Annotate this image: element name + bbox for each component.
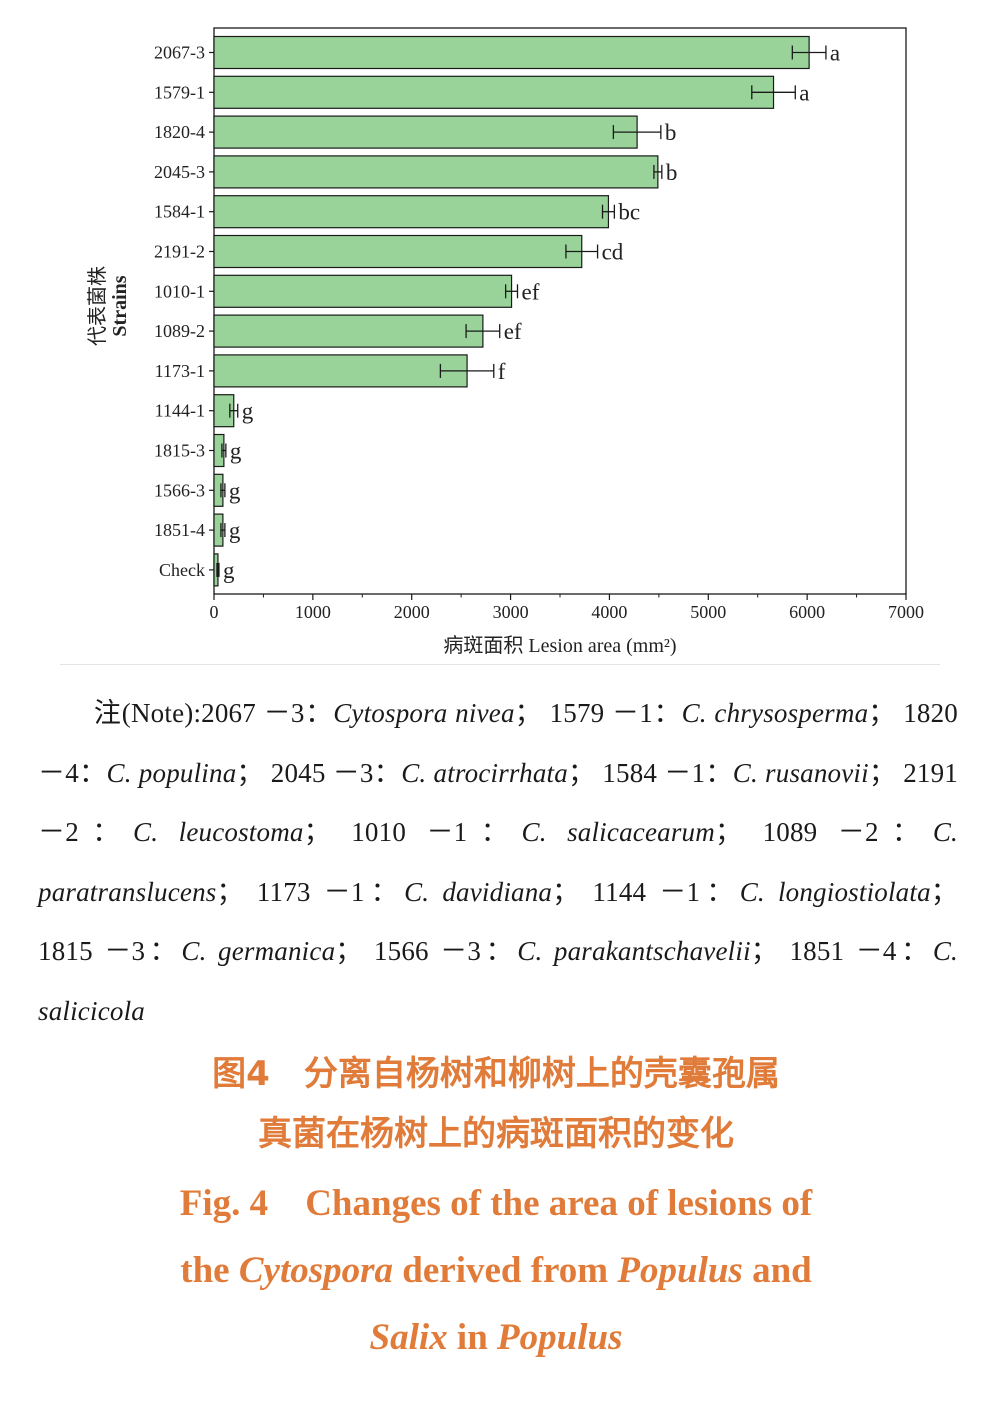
note-strain-id: 1566 －3： <box>373 936 518 966</box>
caption-host: Salix <box>369 1317 448 1358</box>
y-tick-label: 2191-2 <box>154 242 205 262</box>
y-tick-label: 1815-3 <box>154 441 205 461</box>
caption-host: Populus <box>617 1250 743 1291</box>
bar-chart: 0 1000 2000 3000 4000 5000 6000 7000 2067-3 a 1579… <box>86 27 924 657</box>
note-species-name: C. chrysosperma <box>681 698 869 728</box>
y-axis-title-cn: 代表菌株 <box>86 266 109 346</box>
note-species-name: Cytospora nivea <box>333 698 515 728</box>
y-tick-label: 1820-4 <box>154 122 205 142</box>
bar <box>213 354 468 388</box>
y-tick-label: 1579-1 <box>154 82 205 102</box>
x-tick-label: 3000 <box>493 602 529 622</box>
y-tick-label: 1851-4 <box>154 520 205 540</box>
x-tick-label: 4000 <box>591 602 627 622</box>
significance-label: b <box>665 120 677 145</box>
caption-chinese: 图4 分离自杨树和柳树上的壳囊孢属 真菌在杨树上的病斑面积的变化 <box>0 1044 992 1164</box>
bar <box>213 314 484 348</box>
x-tick-label: 0 <box>210 602 219 622</box>
caption-en-line1-text: Changes of the area of lesions of <box>305 1183 813 1224</box>
note-species-name: C. longiostiolata <box>739 876 931 907</box>
y-tick-label: 1144-1 <box>155 401 205 421</box>
note-species-name: C. paratranslucens <box>38 817 959 907</box>
significance-label: bc <box>618 200 640 225</box>
x-tick-label: 2000 <box>394 602 430 622</box>
y-tick-label: 1010-1 <box>154 281 205 301</box>
y-tick-label: 2067-3 <box>154 43 205 63</box>
caption-word: the <box>180 1250 230 1291</box>
note-species-name: C. salicicola <box>38 936 958 1026</box>
bar <box>213 195 610 229</box>
note-species-name: C. rusanovii <box>732 757 869 788</box>
note-species-name: C. germanica <box>181 936 336 966</box>
figure-note: 注(Note):2067 －3：Cytospora nivea； 1579 －1… <box>38 698 959 1026</box>
y-tick-label: 1584-1 <box>154 202 205 222</box>
bar <box>213 155 659 189</box>
bar <box>213 274 513 308</box>
significance-label: a <box>799 80 809 105</box>
note-strain-id: 1144 －1： <box>592 876 740 907</box>
y-tick-label: 1566-3 <box>154 480 205 500</box>
significance-label: cd <box>602 240 624 265</box>
note-strain-id: 1815 －3： <box>38 936 182 966</box>
caption-en-line-2: the Cytospora derived from Populus and <box>0 1237 992 1304</box>
significance-label: g <box>230 439 242 464</box>
caption-genus: Cytospora <box>238 1250 394 1291</box>
y-axis-title-en: Strains <box>109 275 131 336</box>
note-strain-id: 2045 －3： <box>270 757 402 788</box>
significance-label: g <box>223 558 235 583</box>
chart-divider <box>60 664 940 665</box>
note-strain-id: 2191 －2： <box>38 757 959 848</box>
plot-frame <box>213 27 907 595</box>
y-axis-title: 代表菌株 Strains <box>86 266 131 346</box>
note-strain-id: 1851 －4： <box>789 936 933 966</box>
x-tick-label: 5000 <box>690 602 726 622</box>
caption-cn-line-1: 图4 分离自杨树和柳树上的壳囊孢属 <box>212 1054 780 1094</box>
x-tick-label: 7000 <box>888 602 924 622</box>
note-species-name: C. parakantschavelii <box>517 936 751 966</box>
figure-number: Fig. 4 <box>179 1183 269 1224</box>
significance-label: b <box>666 160 678 185</box>
note-species-name: C. atrocirrhata <box>401 757 568 788</box>
note-species-name: C. salicacearum <box>521 817 715 847</box>
y-tick-label: 1173-1 <box>155 361 205 381</box>
significance-label: a <box>830 41 840 66</box>
bar <box>213 75 775 109</box>
significance-label: f <box>498 359 506 384</box>
x-axis-title: 病斑面积 Lesion area (mm²) <box>443 634 676 657</box>
caption-word: derived from <box>402 1250 609 1291</box>
y-tick-label: Check <box>159 560 205 580</box>
significance-label: g <box>229 478 241 503</box>
y-tick-label: 1089-2 <box>154 321 205 341</box>
note-strain-id: 1010 －1： <box>351 817 522 847</box>
note-strain-id: 1820 －4： <box>38 698 958 788</box>
note-strain-id: 1579 －1： <box>549 698 682 728</box>
significance-label: g <box>242 399 254 424</box>
caption-word: and <box>752 1250 812 1291</box>
plot-area: 0 1000 2000 3000 4000 5000 6000 7000 2067-3 a 1579… <box>154 27 924 622</box>
note-strain-id: 1584 －1： <box>602 757 733 788</box>
note-species-name: C. populina <box>106 757 237 788</box>
note-species-name: C. leucostoma <box>133 817 304 847</box>
significance-label: g <box>229 518 241 543</box>
caption-host: Populus <box>497 1317 623 1358</box>
caption-en-line-3: Salix in Populus <box>0 1304 992 1371</box>
bar <box>213 234 583 269</box>
caption-word: in <box>456 1317 488 1358</box>
y-tick-label: 2045-3 <box>154 162 205 182</box>
note-species-name: C. davidiana <box>404 876 553 907</box>
bar <box>213 35 810 70</box>
note-strain-id: 1089 －2： <box>762 817 933 847</box>
significance-label: ef <box>504 319 522 344</box>
caption-english: Fig. 4 Changes of the area of lesions of… <box>0 1170 992 1371</box>
x-tick-label: 6000 <box>789 602 825 622</box>
caption-cn-line-2: 真菌在杨树上的病斑面积的变化 <box>258 1114 734 1154</box>
significance-label: ef <box>521 279 539 304</box>
note-strain-id: 1173 －1： <box>256 876 405 907</box>
x-tick-label: 1000 <box>295 602 331 622</box>
bar <box>213 115 638 149</box>
caption-en-line-1: Fig. 4 Changes of the area of lesions of <box>0 1170 992 1237</box>
note-strain-id: 2067 －3： <box>201 698 334 728</box>
note-prefix: 注(Note): <box>93 698 202 728</box>
